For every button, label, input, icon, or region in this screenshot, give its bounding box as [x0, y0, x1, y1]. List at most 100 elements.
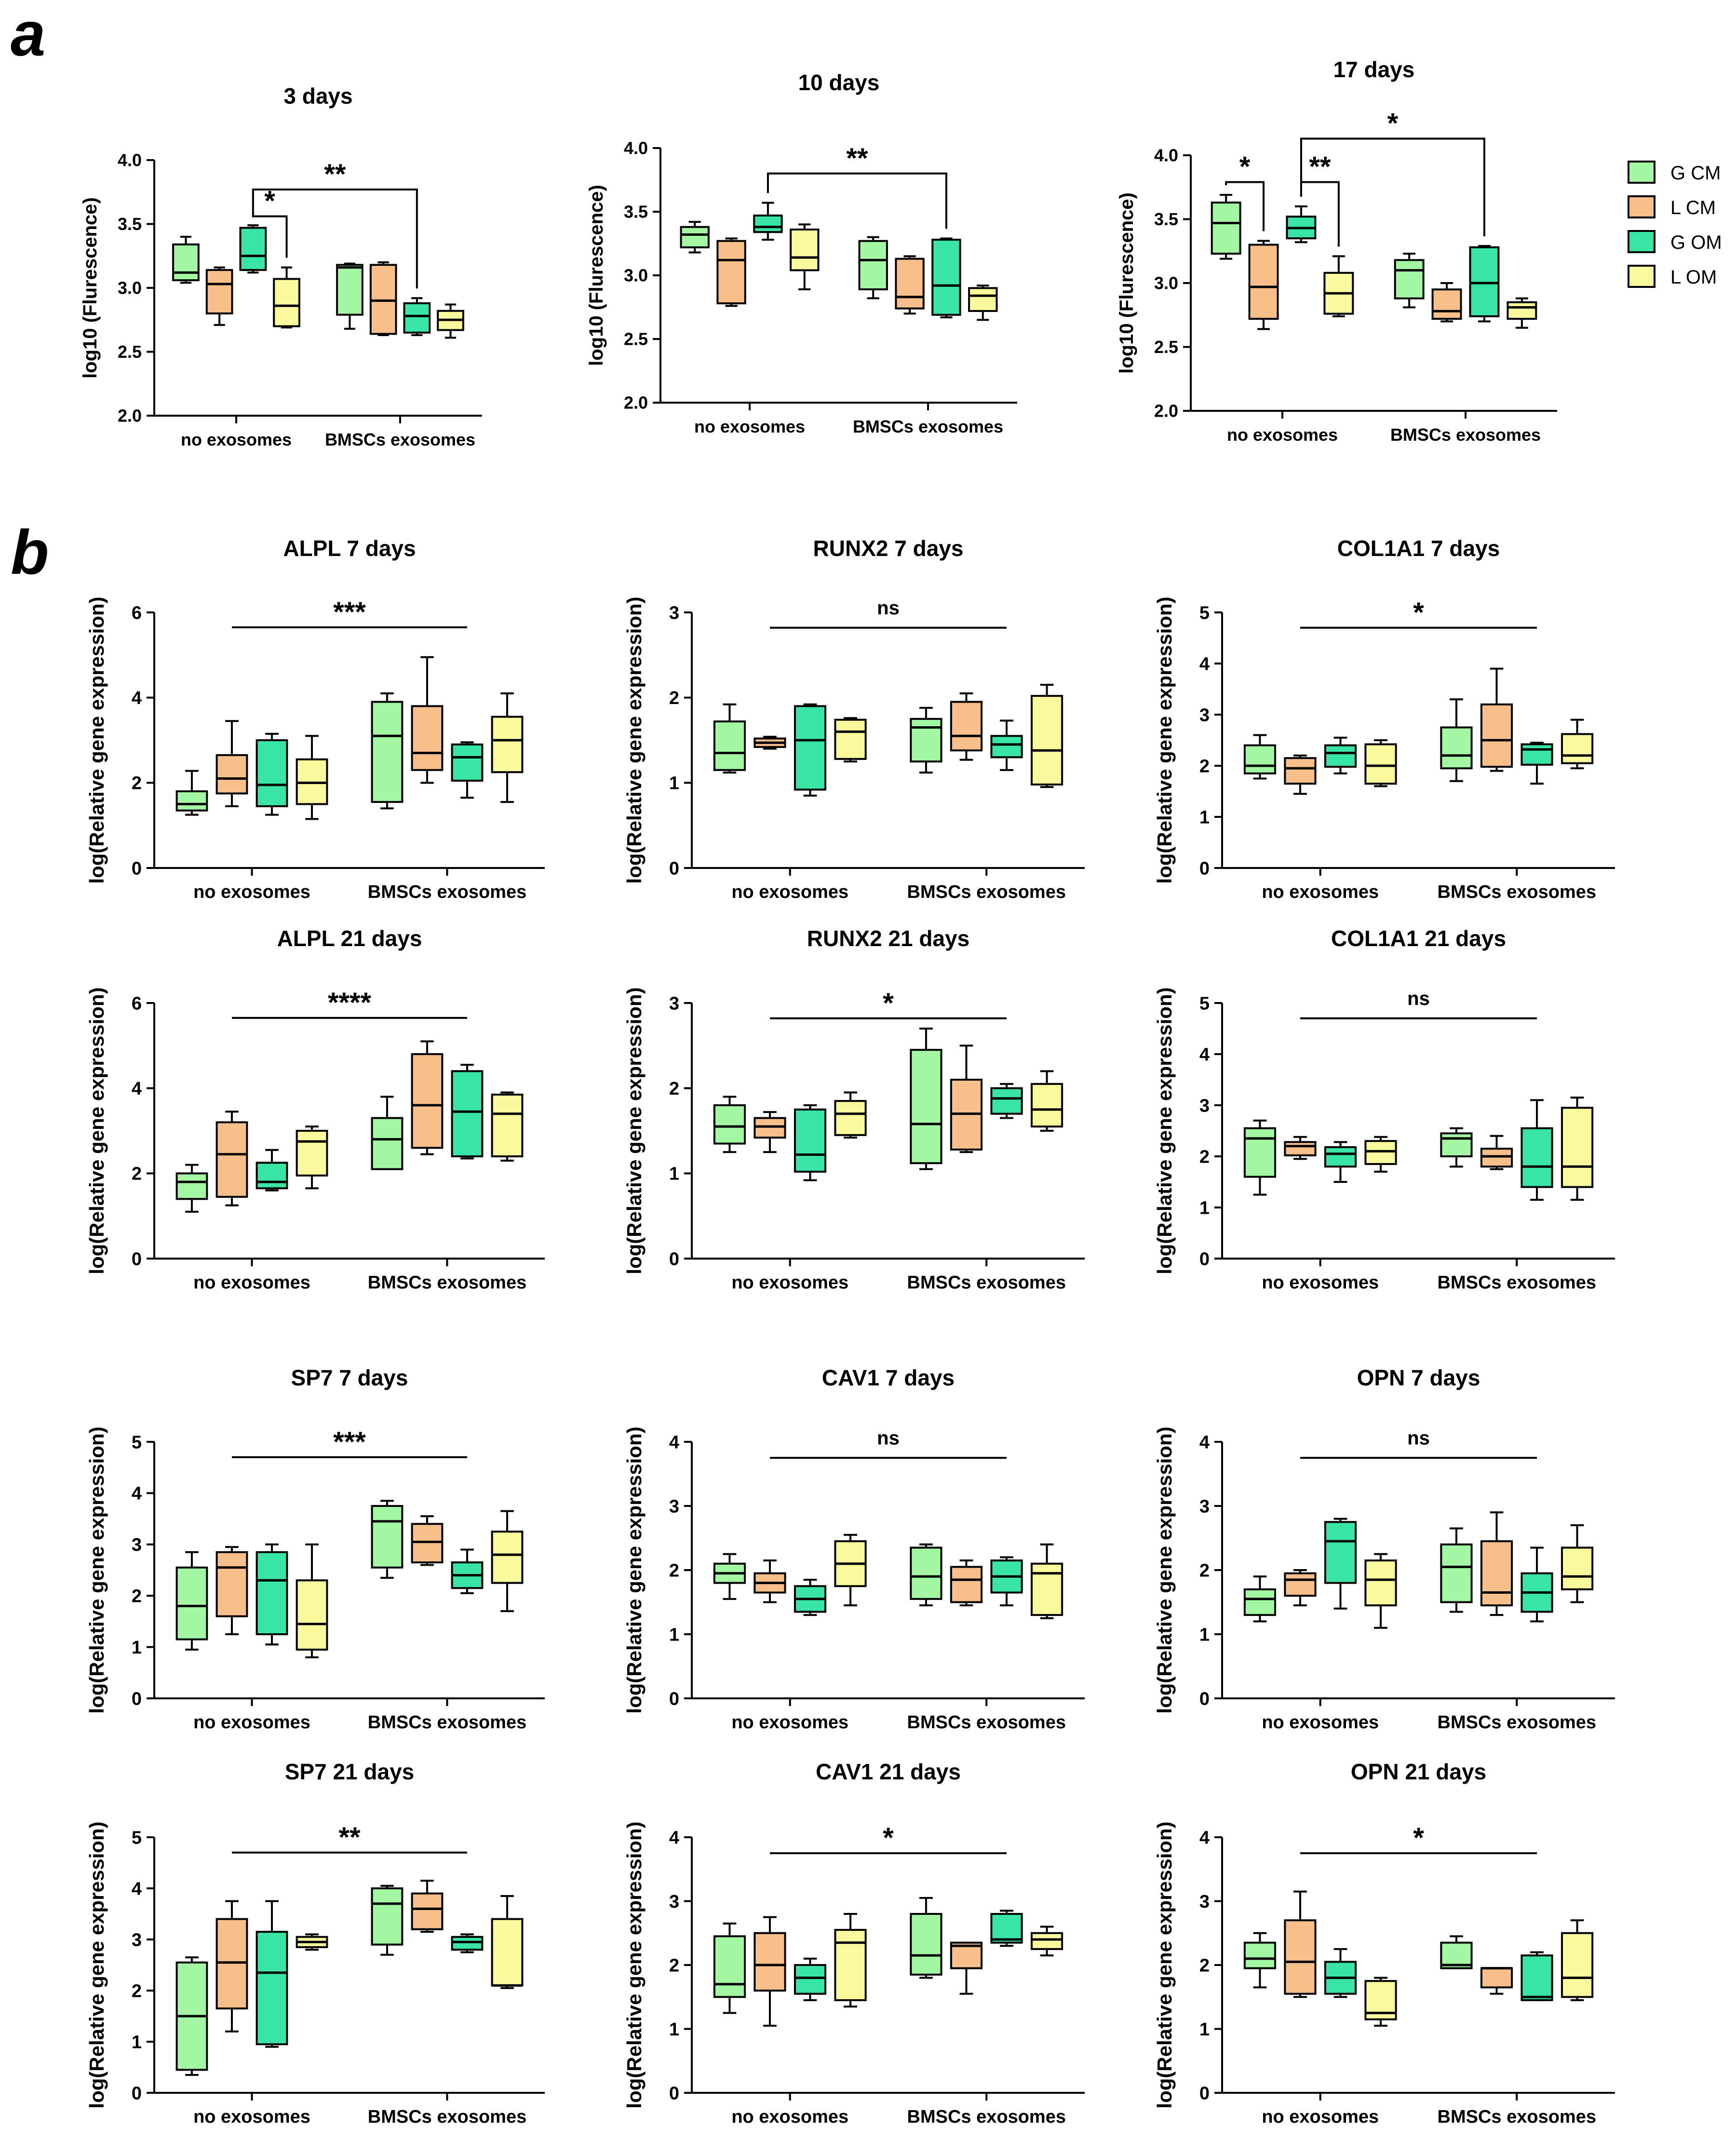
legend-swatch-g-cm: [1628, 161, 1655, 184]
box-g-om-no-exosomes: [239, 224, 267, 274]
box-l-cm-bmscs-exosomes: [1431, 282, 1462, 323]
box-g-om-bmscs-exosomes: [1469, 245, 1500, 323]
y-axis-label: log(Relative gene expression): [1153, 987, 1176, 1274]
box-iqr: [411, 705, 444, 771]
box-l-om-bmscs-exosomes: [1561, 1097, 1594, 1201]
x-category-label: BMSCs exosomes: [853, 417, 1003, 436]
box-g-om-bmscs-exosomes: [990, 1083, 1023, 1119]
box-iqr: [716, 240, 746, 305]
x-category-label: BMSCs exosomes: [907, 1712, 1066, 1733]
box-g-cm-bmscs-exosomes: [1440, 1527, 1473, 1613]
box-g-om-bmscs-exosomes: [403, 297, 431, 337]
box-iqr: [451, 1070, 484, 1157]
box-l-cm-no-exosomes: [754, 1916, 786, 2027]
box-l-cm-bmscs-exosomes: [411, 1515, 444, 1566]
box-l-cm-no-exosomes: [215, 1546, 248, 1635]
y-tick-label: 3: [1199, 1496, 1210, 1517]
box-iqr: [205, 269, 233, 315]
chart-opn-7-days: OPN 7 days 0 1 2 3 4 log(Relative gene express…: [1153, 1365, 1615, 1733]
y-axis-label: log(Relative gene expression): [1153, 1821, 1176, 2108]
box-g-cm-no-exosomes: [175, 1551, 208, 1651]
box-iqr: [411, 1892, 444, 1930]
box-iqr: [1521, 743, 1553, 766]
y-tick-label: 3.0: [118, 278, 142, 298]
box-iqr: [1440, 726, 1473, 770]
box-iqr: [491, 1531, 524, 1584]
box-iqr: [794, 705, 827, 791]
x-category-label: no exosomes: [193, 2107, 310, 2127]
x-category-label: BMSCs exosomes: [1438, 882, 1596, 902]
box-g-om-no-exosomes: [1324, 736, 1357, 774]
box-iqr: [1469, 246, 1500, 317]
box-l-cm-bmscs-exosomes: [1480, 1135, 1513, 1170]
chart-3-days: 3 days 2.0 2.5 3.0 3.5 4.0 log10 (Flurescence)…: [80, 83, 482, 449]
chart-17-days: 17 days 2.0 2.5 3.0 3.5 4.0 log10 (Flurescence…: [1116, 57, 1557, 445]
y-tick-label: 3: [669, 1892, 679, 1912]
y-axis-label: log(Relative gene expression): [623, 1426, 646, 1713]
box-l-om-no-exosomes: [834, 1913, 867, 2008]
y-axis-label: log(Relative gene expression): [85, 987, 108, 1274]
box-iqr: [371, 1887, 404, 1946]
box-iqr: [1030, 1932, 1063, 1950]
box-iqr: [713, 720, 746, 771]
y-tick-label: 5: [132, 1828, 142, 1848]
y-axis-label: log(Relative gene expression): [85, 597, 108, 883]
legend-label-l-cm: L CM: [1670, 197, 1716, 218]
box-g-om-bmscs-exosomes: [1521, 1099, 1553, 1201]
box-iqr: [1394, 259, 1425, 299]
box-g-cm-bmscs-exosomes: [858, 236, 888, 299]
significance-bracket: ***: [231, 1426, 468, 1458]
box-g-om-no-exosomes: [794, 1957, 827, 2001]
legend-label-l-om: L OM: [1670, 267, 1717, 288]
box-l-cm-bmscs-exosomes: [411, 1040, 444, 1155]
y-tick-label: 0: [1199, 1689, 1210, 1709]
box-iqr: [834, 1100, 867, 1136]
chart-title: SP7 21 days: [285, 1759, 415, 1784]
box-g-om-bmscs-exosomes: [1521, 1546, 1553, 1623]
box-l-om-bmscs-exosomes: [1561, 1919, 1594, 2001]
box-iqr: [1030, 1083, 1063, 1128]
box-g-cm-bmscs-exosomes: [910, 1897, 942, 1979]
chart-col1a1-21-days: COL1A1 21 days 0 1 2 3 4 5 log(Relative gene ex…: [1153, 926, 1615, 1293]
y-tick-label: 2.5: [1154, 337, 1178, 357]
y-axis-label: log10 (Flurescence): [586, 185, 607, 366]
box-iqr: [680, 226, 710, 248]
box-l-cm-no-exosomes: [1284, 1890, 1317, 1998]
box-l-om-bmscs-exosomes: [968, 285, 998, 321]
y-tick-label: 2: [132, 1586, 142, 1607]
box-g-cm-no-exosomes: [1211, 194, 1241, 260]
y-tick-label: 2: [1199, 1955, 1210, 1976]
chart-10-days: 10 days 2.0 2.5 3.0 3.5 4.0 log10 (Flurescence…: [586, 70, 1017, 436]
box-l-om-bmscs-exosomes: [437, 303, 464, 339]
box-iqr: [296, 1130, 328, 1177]
significance-bracket: *: [769, 988, 1007, 1019]
chart-opn-21-days: OPN 21 days 0 1 2 3 4 log(Relative gene expres…: [1153, 1759, 1615, 2127]
box-l-om-no-exosomes: [790, 223, 820, 291]
box-iqr: [1561, 733, 1594, 764]
y-tick-label: 4.0: [624, 138, 648, 158]
box-g-om-no-exosomes: [794, 1578, 827, 1616]
significance-bracket: *: [769, 1822, 1007, 1855]
y-tick-label: 0: [669, 1689, 679, 1709]
box-iqr: [990, 1913, 1023, 1944]
box-g-cm-no-exosomes: [172, 236, 200, 284]
y-tick-label: 6: [132, 993, 142, 1014]
box-iqr: [990, 1087, 1023, 1115]
box-iqr: [273, 278, 300, 327]
chart-title: 17 days: [1333, 57, 1415, 82]
box-iqr: [256, 1162, 288, 1190]
box-iqr: [215, 1121, 248, 1198]
x-category-label: BMSCs exosomes: [1390, 425, 1541, 445]
box-l-cm-no-exosomes: [754, 735, 786, 750]
box-iqr: [1480, 703, 1513, 768]
significance-label: **: [1309, 151, 1331, 183]
y-tick-label: 1: [1199, 1198, 1210, 1218]
significance-label: ns: [877, 1427, 900, 1449]
box-l-cm-no-exosomes: [215, 720, 248, 807]
y-axis-label: log10 (Flurescence): [1116, 192, 1137, 374]
box-iqr: [834, 719, 867, 760]
significance-bracket: *: [252, 186, 288, 258]
y-axis-label: log(Relative gene expression): [85, 1426, 108, 1713]
box-iqr: [910, 1546, 942, 1600]
box-iqr: [910, 718, 942, 763]
